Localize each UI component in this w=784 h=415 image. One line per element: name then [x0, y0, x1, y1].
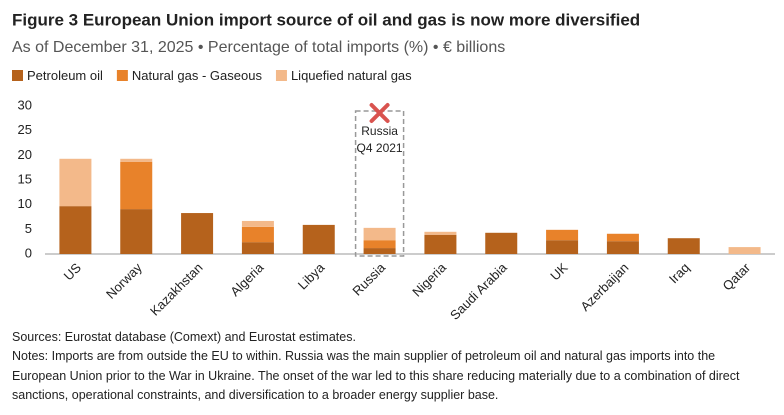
- bar-segment: [606, 241, 639, 254]
- chart: Figure 3 European Union import source of…: [12, 10, 775, 323]
- y-tick-label: 30: [18, 97, 32, 112]
- bar-segment: [241, 242, 274, 254]
- bar-segment: [241, 226, 274, 243]
- x-tick-label: Azerbaijan: [577, 260, 631, 314]
- notes: Notes: Imports are from outside the EU t…: [12, 349, 740, 402]
- legend-label: Petroleum oil: [27, 68, 103, 83]
- cross-icon: [369, 103, 390, 123]
- x-tick-label: Qatar: [720, 259, 754, 293]
- x-tick-label: Russia: [349, 259, 388, 298]
- x-tick-label: Libya: [295, 259, 328, 292]
- bar-segment: [302, 224, 335, 254]
- x-tick-label: Nigeria: [409, 259, 449, 299]
- legend-label: Liquefied natural gas: [291, 68, 412, 83]
- legend-swatch: [116, 70, 128, 81]
- bar-segment: [363, 240, 396, 249]
- bar-segment: [546, 229, 579, 241]
- bar-segment: [59, 206, 92, 254]
- bar-segment: [181, 213, 214, 254]
- y-tick-label: 20: [18, 147, 32, 162]
- bar-segment: [485, 232, 518, 254]
- bar-segment: [424, 231, 457, 235]
- chart-title: Figure 3 European Union import source of…: [12, 10, 640, 29]
- y-tick-label: 25: [18, 122, 32, 137]
- legend-swatch: [275, 70, 287, 81]
- x-tick-label: Iraq: [666, 260, 692, 286]
- bar-segment: [59, 158, 92, 207]
- x-tick-label: Kazakhstan: [147, 260, 206, 319]
- bar-segment: [424, 234, 457, 254]
- bar-segment: [363, 227, 396, 241]
- y-tick-label: 15: [18, 171, 32, 186]
- x-tick-label: Norway: [103, 260, 145, 302]
- chart-subtitle: As of December 31, 2025 • Percentage of …: [12, 39, 505, 56]
- x-tick-label: Algeria: [227, 259, 267, 299]
- legend-swatch: [12, 70, 23, 81]
- y-tick-label: 5: [25, 221, 32, 236]
- annotation-bg: [356, 124, 403, 140]
- bar-segment: [363, 248, 396, 254]
- sources: Sources: Eurostat database (Comext) and …: [12, 330, 356, 344]
- bar-segment: [667, 238, 700, 254]
- annotation: Q4 2021: [357, 141, 403, 155]
- x-tick-label: Saudi Arabia: [447, 259, 510, 322]
- bar-segment: [728, 247, 761, 254]
- bar-segment: [241, 220, 274, 227]
- x-tick-label: UK: [547, 260, 571, 284]
- bar-segment: [120, 209, 153, 254]
- x-tick-label: US: [61, 260, 85, 284]
- bar-segment: [120, 158, 153, 162]
- y-tick-label: 10: [18, 196, 32, 211]
- bar-segment: [606, 233, 639, 242]
- y-tick-label: 0: [25, 245, 32, 260]
- bar-segment: [546, 240, 579, 254]
- bar-segment: [120, 161, 153, 210]
- annotation-bg: [356, 141, 403, 157]
- annotation: Russia: [361, 124, 398, 138]
- legend-label: Natural gas - Gaseous: [132, 68, 263, 83]
